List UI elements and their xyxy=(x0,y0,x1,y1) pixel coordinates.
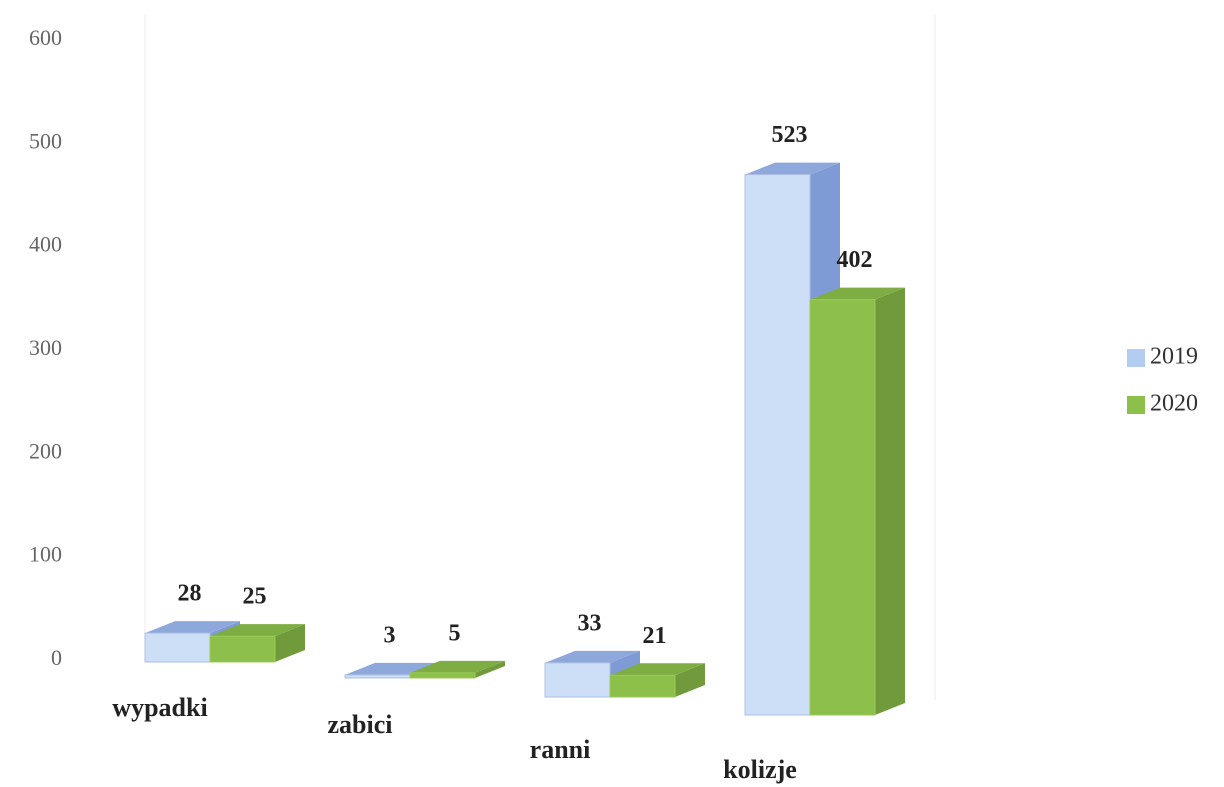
y-tick-label: 300 xyxy=(29,335,62,360)
bar xyxy=(544,662,611,698)
bar xyxy=(344,674,411,679)
bar xyxy=(409,672,476,679)
x-tick-label: wypadki xyxy=(112,693,207,722)
bar-top xyxy=(410,660,505,673)
bar-side xyxy=(275,624,305,662)
value-label: 3 xyxy=(384,622,396,648)
value-label: 402 xyxy=(837,247,873,273)
value-label: 28 xyxy=(178,581,202,607)
value-label: 5 xyxy=(449,620,461,646)
bar xyxy=(144,632,211,663)
bar xyxy=(209,635,276,663)
legend-swatch xyxy=(1127,349,1145,367)
bar xyxy=(744,174,811,716)
y-tick-label: 100 xyxy=(29,542,62,567)
bar-side xyxy=(675,663,705,697)
value-label: 25 xyxy=(243,584,267,610)
y-tick-label: 600 xyxy=(29,25,62,50)
bar-top xyxy=(545,650,640,663)
bar-top xyxy=(145,621,240,634)
value-label: 523 xyxy=(772,122,808,148)
value-label: 21 xyxy=(643,623,667,649)
bar-top xyxy=(745,162,840,175)
y-tick-label: 400 xyxy=(29,232,62,257)
x-tick-label: kolizje xyxy=(723,755,797,784)
bar xyxy=(809,299,876,716)
bar xyxy=(609,674,676,698)
x-tick-label: ranni xyxy=(530,735,591,764)
legend-swatch xyxy=(1127,396,1145,414)
legend-label: 2020 xyxy=(1150,391,1198,417)
bar-side xyxy=(875,287,905,715)
value-label: 33 xyxy=(578,610,602,636)
y-tick-label: 500 xyxy=(29,128,62,153)
bar-top xyxy=(210,624,305,637)
bar-side xyxy=(475,660,505,678)
legend-label: 2019 xyxy=(1150,344,1198,370)
x-tick-label: zabici xyxy=(328,710,393,739)
y-tick-label: 200 xyxy=(29,438,62,463)
bar-top xyxy=(610,663,705,676)
bar-top xyxy=(810,287,905,300)
y-tick-label: 0 xyxy=(51,645,62,670)
